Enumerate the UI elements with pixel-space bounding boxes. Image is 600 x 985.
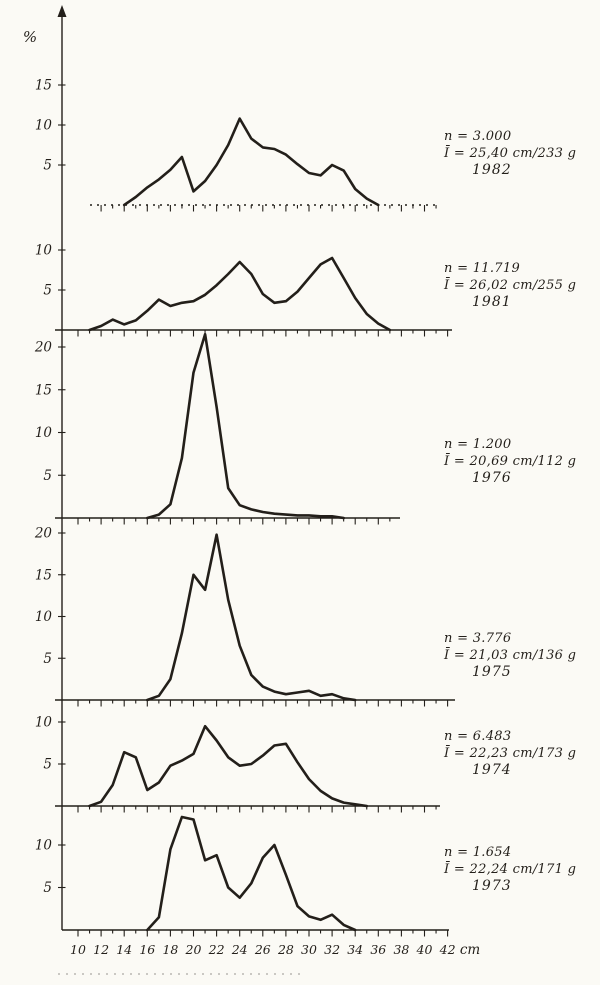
svg-text:34: 34 xyxy=(347,942,363,957)
panel-annotation-1975: n = 3.776 Ī = 21,03 cm/136 g 1975 xyxy=(444,630,596,681)
sample-size-label: n = 1.654 xyxy=(444,845,512,860)
svg-text:cm: cm xyxy=(460,942,480,958)
svg-text:10: 10 xyxy=(35,838,53,854)
svg-text:15: 15 xyxy=(35,78,52,94)
panel-annotation-1976: n = 1.200 Ī = 20,69 cm/112 g 1976 xyxy=(444,436,596,487)
svg-text:5: 5 xyxy=(43,651,52,667)
panel-annotation-1982: n = 3.000 Ī = 25,40 cm/233 g 1982 xyxy=(444,128,596,179)
svg-text:10: 10 xyxy=(35,609,53,625)
svg-text:15: 15 xyxy=(35,382,52,398)
svg-text:10: 10 xyxy=(35,425,53,441)
panel-annotation-1974: n = 6.483 Ī = 22,23 cm/173 g 1974 xyxy=(444,728,596,779)
svg-text:24: 24 xyxy=(231,942,248,957)
year-label: 1974 xyxy=(472,762,512,778)
svg-text:%: % xyxy=(23,28,37,46)
svg-text:40: 40 xyxy=(416,942,433,957)
svg-text:32: 32 xyxy=(324,942,340,957)
mean-length-label: Ī = 26,02 cm/255 g xyxy=(444,278,577,293)
svg-text:20: 20 xyxy=(185,942,202,957)
sample-size-label: n = 3.000 xyxy=(444,129,512,144)
svg-text:5: 5 xyxy=(43,880,52,896)
year-label: 1973 xyxy=(472,878,512,894)
sample-size-label: n = 11.719 xyxy=(444,261,521,276)
svg-text:10: 10 xyxy=(35,118,53,134)
svg-text:5: 5 xyxy=(43,158,52,174)
year-label: 1981 xyxy=(472,294,512,310)
svg-text:28: 28 xyxy=(277,942,294,957)
svg-text:14: 14 xyxy=(116,942,132,957)
svg-text:26: 26 xyxy=(254,942,271,957)
mean-length-label: Ī = 25,40 cm/233 g xyxy=(444,146,577,161)
year-label: 1982 xyxy=(472,162,512,178)
svg-text:30: 30 xyxy=(301,942,317,957)
mean-length-label: Ī = 20,69 cm/112 g xyxy=(444,454,577,469)
svg-text:36: 36 xyxy=(370,942,386,957)
svg-text:42: 42 xyxy=(439,942,456,957)
panel-annotation-1981: n = 11.719 Ī = 26,02 cm/255 g 1981 xyxy=(444,260,596,311)
svg-text:38: 38 xyxy=(393,942,409,957)
sample-size-label: n = 3.776 xyxy=(444,631,512,646)
sample-size-label: n = 6.483 xyxy=(444,729,512,744)
svg-text:18: 18 xyxy=(162,942,178,957)
mean-length-label: Ī = 22,23 cm/173 g xyxy=(444,746,577,761)
mean-length-label: Ī = 22,24 cm/171 g xyxy=(444,862,577,877)
svg-text:10: 10 xyxy=(35,243,53,259)
svg-text:5: 5 xyxy=(43,757,52,773)
svg-text:20: 20 xyxy=(34,340,53,356)
svg-text:10: 10 xyxy=(35,715,53,731)
sample-size-label: n = 1.200 xyxy=(444,437,512,452)
svg-text:15: 15 xyxy=(35,567,52,583)
svg-text:22: 22 xyxy=(208,942,225,957)
year-label: 1975 xyxy=(472,664,512,680)
svg-text:20: 20 xyxy=(34,526,53,542)
svg-text:5: 5 xyxy=(43,468,52,484)
mean-length-label: Ī = 21,03 cm/136 g xyxy=(444,648,577,663)
svg-text:12: 12 xyxy=(93,942,109,957)
svg-text:16: 16 xyxy=(139,942,155,957)
panel-annotation-1973: n = 1.654 Ī = 22,24 cm/171 g 1973 xyxy=(444,844,596,895)
svg-text:5: 5 xyxy=(43,283,52,299)
year-label: 1976 xyxy=(472,470,512,486)
svg-text:10: 10 xyxy=(70,942,86,957)
